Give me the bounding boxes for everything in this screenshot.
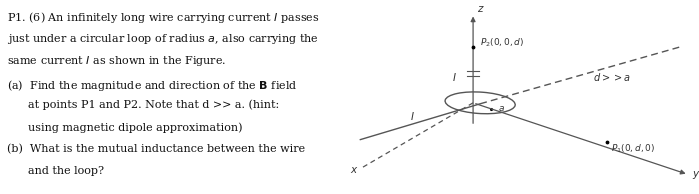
Text: $y$: $y$ [692,169,699,181]
Text: just under a circular loop of radius $a$, also carrying the: just under a circular loop of radius $a$… [7,32,319,46]
Text: $I$: $I$ [452,71,456,83]
Text: $I$: $I$ [410,110,415,122]
Text: and the loop?: and the loop? [7,166,104,176]
Text: $P_1(0, d, 0)$: $P_1(0, d, 0)$ [611,142,655,155]
Text: $z$: $z$ [477,4,484,14]
Text: using magnetic dipole approximation): using magnetic dipole approximation) [7,122,243,133]
Text: $a$: $a$ [498,104,505,113]
Text: $d{>>}a$: $d{>>}a$ [593,71,630,83]
Text: $x$: $x$ [350,165,358,175]
Text: at points P1 and P2. Note that d >> a. (hint:: at points P1 and P2. Note that d >> a. (… [7,100,279,110]
Text: (b)  What is the mutual inductance between the wire: (b) What is the mutual inductance betwee… [7,144,305,154]
Text: (a)  Find the magnitude and direction of the $\mathbf{B}$ field: (a) Find the magnitude and direction of … [7,78,297,93]
Text: P1. (6) An infinitely long wire carrying current $I$ passes: P1. (6) An infinitely long wire carrying… [7,10,319,25]
Text: $P_2(0, 0, d)$: $P_2(0, 0, d)$ [480,37,524,49]
Text: same current $I$ as shown in the Figure.: same current $I$ as shown in the Figure. [7,54,226,68]
